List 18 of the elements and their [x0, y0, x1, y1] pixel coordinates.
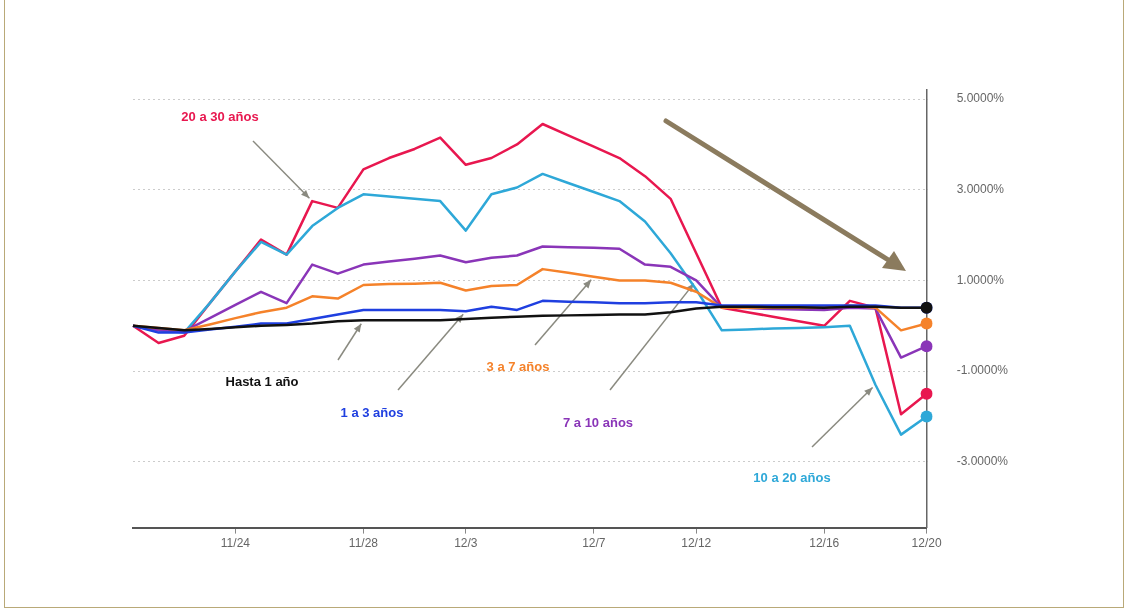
y-tick-label: -1.0000% [956, 363, 1009, 378]
x-tick-label: 11/28 [348, 536, 379, 551]
text: 10 a 20 años [753, 469, 831, 485]
x-tick-label: 12/12 [681, 536, 712, 551]
x-tick-label: 11/24 [220, 536, 251, 551]
y-tick-label: 1.0000% [956, 272, 1005, 287]
text: 1 a 3 años [340, 404, 404, 420]
x-tick-label: 12/16 [809, 536, 840, 551]
x-tick-label: 12/7 [582, 536, 606, 551]
x-tick-label: 12/3 [454, 536, 478, 551]
y-tick-label: -3.0000% [956, 454, 1009, 469]
y-tick-label: 3.0000% [956, 182, 1005, 197]
text: Hasta 1 año [225, 373, 299, 389]
text: 20 a 30 años [181, 108, 259, 124]
text: 3 a 7 años [486, 358, 550, 374]
text: 7 a 10 años [562, 414, 634, 430]
y-tick-label: 5.0000% [956, 91, 1005, 106]
x-tick-label: 12/20 [911, 536, 942, 551]
